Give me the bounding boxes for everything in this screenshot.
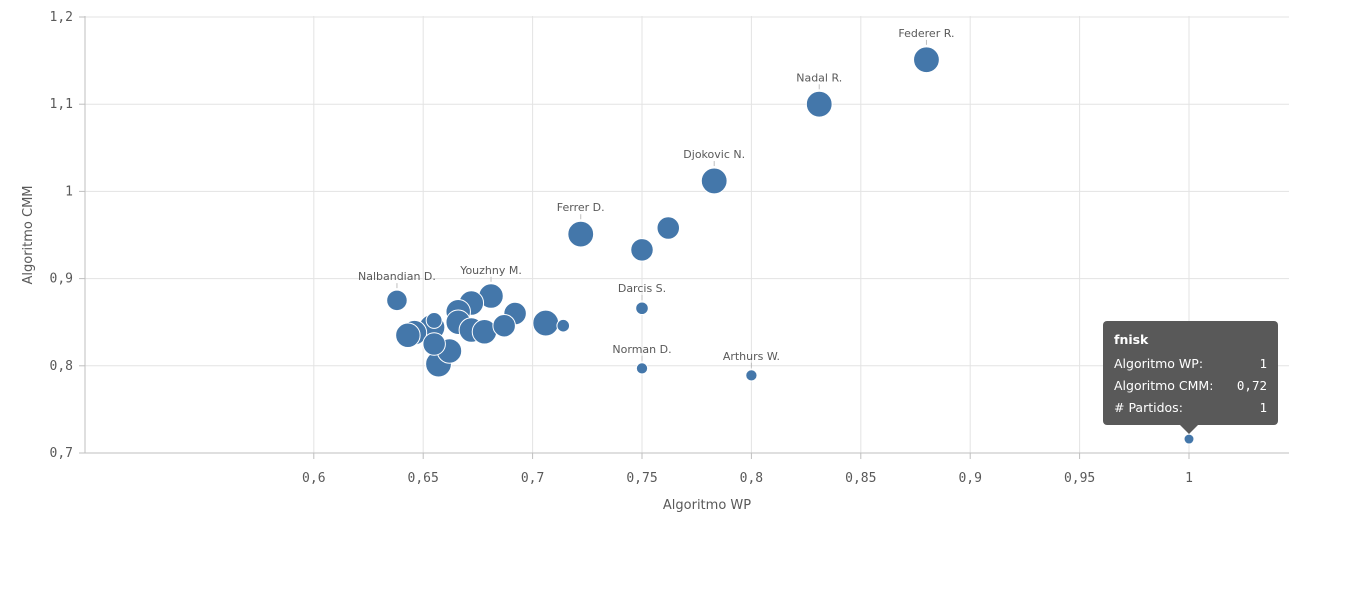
point-label: Ferrer D.	[557, 201, 605, 214]
y-tick-label: 0,9	[50, 272, 73, 287]
tooltip-row-label: # Partidos:	[1114, 400, 1183, 415]
point-label: Arthurs W.	[723, 350, 780, 363]
data-point	[635, 301, 649, 316]
point-label: Nadal R.	[796, 71, 842, 84]
data-tooltip: fnisk Algoritmo WP: 1 Algoritmo CMM: 0,7…	[1103, 321, 1278, 434]
data-point	[635, 362, 649, 375]
data-point	[556, 318, 571, 333]
data-point	[700, 167, 728, 195]
point-label: Nalbandian D.	[358, 270, 436, 283]
y-tick-label: 0,7	[50, 446, 73, 461]
bubble-layer	[386, 46, 1195, 445]
x-tick-label: 0,6	[302, 471, 325, 486]
data-point	[913, 46, 940, 74]
data-point	[425, 312, 443, 329]
point-label: Darcis S.	[618, 282, 666, 295]
x-tick-label: 0,75	[626, 471, 657, 486]
tooltip-row-value: 0,72	[1236, 378, 1267, 393]
data-point	[745, 369, 758, 382]
y-tick-label: 1	[65, 184, 73, 199]
y-axis-ticks: 0,7 0,8 0,9 1 1,1 1,2	[50, 10, 73, 461]
x-tick-label: 0,95	[1064, 471, 1095, 486]
x-tick-label: 0,85	[845, 471, 876, 486]
data-point	[630, 238, 654, 262]
tooltip-row-partidos: # Partidos: 1	[1114, 400, 1267, 415]
y-tick-label: 1,2	[50, 10, 73, 25]
y-tick-label: 1,1	[50, 97, 73, 112]
x-axis-title: Algoritmo WP	[663, 498, 751, 513]
tooltip-arrow	[1180, 425, 1198, 434]
point-label: Federer R.	[898, 27, 954, 40]
point-label: Norman D.	[612, 343, 671, 356]
tooltip-row-cmm: Algoritmo CMM: 0,72	[1114, 378, 1267, 393]
tooltip-row-label: Algoritmo CMM:	[1114, 378, 1214, 393]
point-label: Djokovic N.	[683, 148, 745, 161]
data-point	[422, 332, 446, 356]
data-point	[492, 313, 516, 338]
data-point	[567, 220, 595, 248]
data-point	[395, 322, 421, 349]
tooltip-row-value: 1	[1259, 356, 1267, 371]
chart-grid	[85, 16, 1289, 453]
data-point	[805, 90, 833, 118]
point-label: Youzhny M.	[459, 264, 522, 277]
data-point	[532, 309, 560, 337]
tooltip-row-wp: Algoritmo WP: 1	[1114, 356, 1267, 371]
tooltip-title: fnisk	[1114, 332, 1149, 347]
data-point	[1183, 433, 1195, 445]
data-point	[656, 216, 681, 240]
x-tick-label: 1	[1185, 471, 1193, 486]
chart-axes	[79, 16, 1289, 459]
tooltip-row-value: 1	[1259, 400, 1267, 415]
point-label-layer: Federer R. Nadal R. Djokovic N. Ferrer D. Yo…	[358, 27, 954, 368]
x-tick-label: 0,65	[408, 471, 439, 486]
tooltip-row-label: Algoritmo WP:	[1114, 356, 1204, 371]
y-tick-label: 0,8	[50, 359, 73, 374]
x-tick-label: 0,8	[740, 471, 763, 486]
data-point	[386, 289, 408, 312]
x-tick-label: 0,7	[521, 471, 544, 486]
x-axis-ticks: 0,6 0,65 0,7 0,75 0,8 0,85 0,9 0,95 1	[302, 471, 1193, 486]
x-tick-label: 0,9	[958, 471, 981, 486]
y-axis-title: Algoritmo CMM	[21, 185, 36, 284]
